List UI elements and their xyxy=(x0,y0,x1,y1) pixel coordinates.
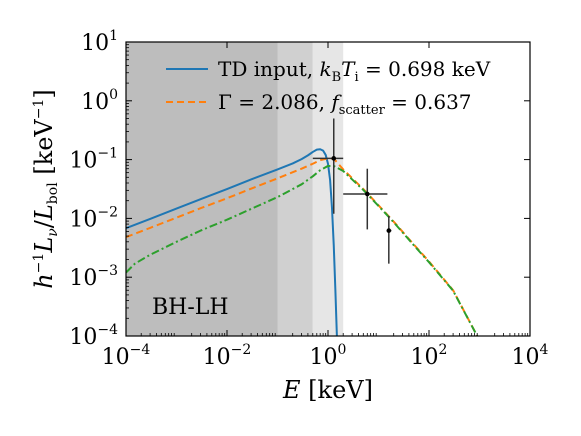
y-tick-label-1: 10−3 xyxy=(69,263,118,291)
x-tick-label-1: 10−2 xyxy=(203,342,252,370)
legend-label-powerlaw: Γ = 2.086, fscatter = 0.637 xyxy=(218,90,472,118)
y-tick-label-2: 10−2 xyxy=(69,204,118,232)
y-tick-label-0: 10−4 xyxy=(69,322,118,350)
shaded-band-1 xyxy=(277,42,313,336)
legend-label-td-input: TD input, kBTi = 0.698 keV xyxy=(218,57,491,85)
series-line-0 xyxy=(126,148,338,336)
series-layer xyxy=(126,148,479,336)
y-axis-title: h−1Lν/Lbol [keV−1] xyxy=(30,89,61,289)
x-tick-label-0: 10−4 xyxy=(102,342,151,370)
data-point-1 xyxy=(343,168,388,230)
x-tick-label-4: 104 xyxy=(512,342,549,370)
data-point-0 xyxy=(312,118,344,214)
x-axis-title: E [keV] xyxy=(282,376,373,404)
data-marker-1 xyxy=(364,191,370,197)
y-tick-label-3: 10−1 xyxy=(69,146,118,174)
legend: TD input, kBTi = 0.698 keV Γ = 2.086, fs… xyxy=(166,57,491,118)
data-points-layer xyxy=(312,118,392,264)
y-tick-label-5: 101 xyxy=(81,28,118,56)
shaded-band-0 xyxy=(126,42,278,336)
annotation-bh-lh: BH-LH xyxy=(152,295,229,320)
x-tick-label-3: 102 xyxy=(411,342,448,370)
shaded-bands xyxy=(126,42,344,336)
y-tick-label-4: 100 xyxy=(81,87,118,115)
series-line-2 xyxy=(126,164,479,336)
data-point-2 xyxy=(386,215,392,264)
x-tick-label-2: 100 xyxy=(310,342,347,370)
shaded-band-2 xyxy=(312,42,344,336)
data-marker-2 xyxy=(386,228,392,233)
data-marker-0 xyxy=(331,156,337,161)
ticks-layer: 10−4 10−2 100 102 104 10−4 10−3 10−2 10−1 100 101 xyxy=(69,28,548,370)
